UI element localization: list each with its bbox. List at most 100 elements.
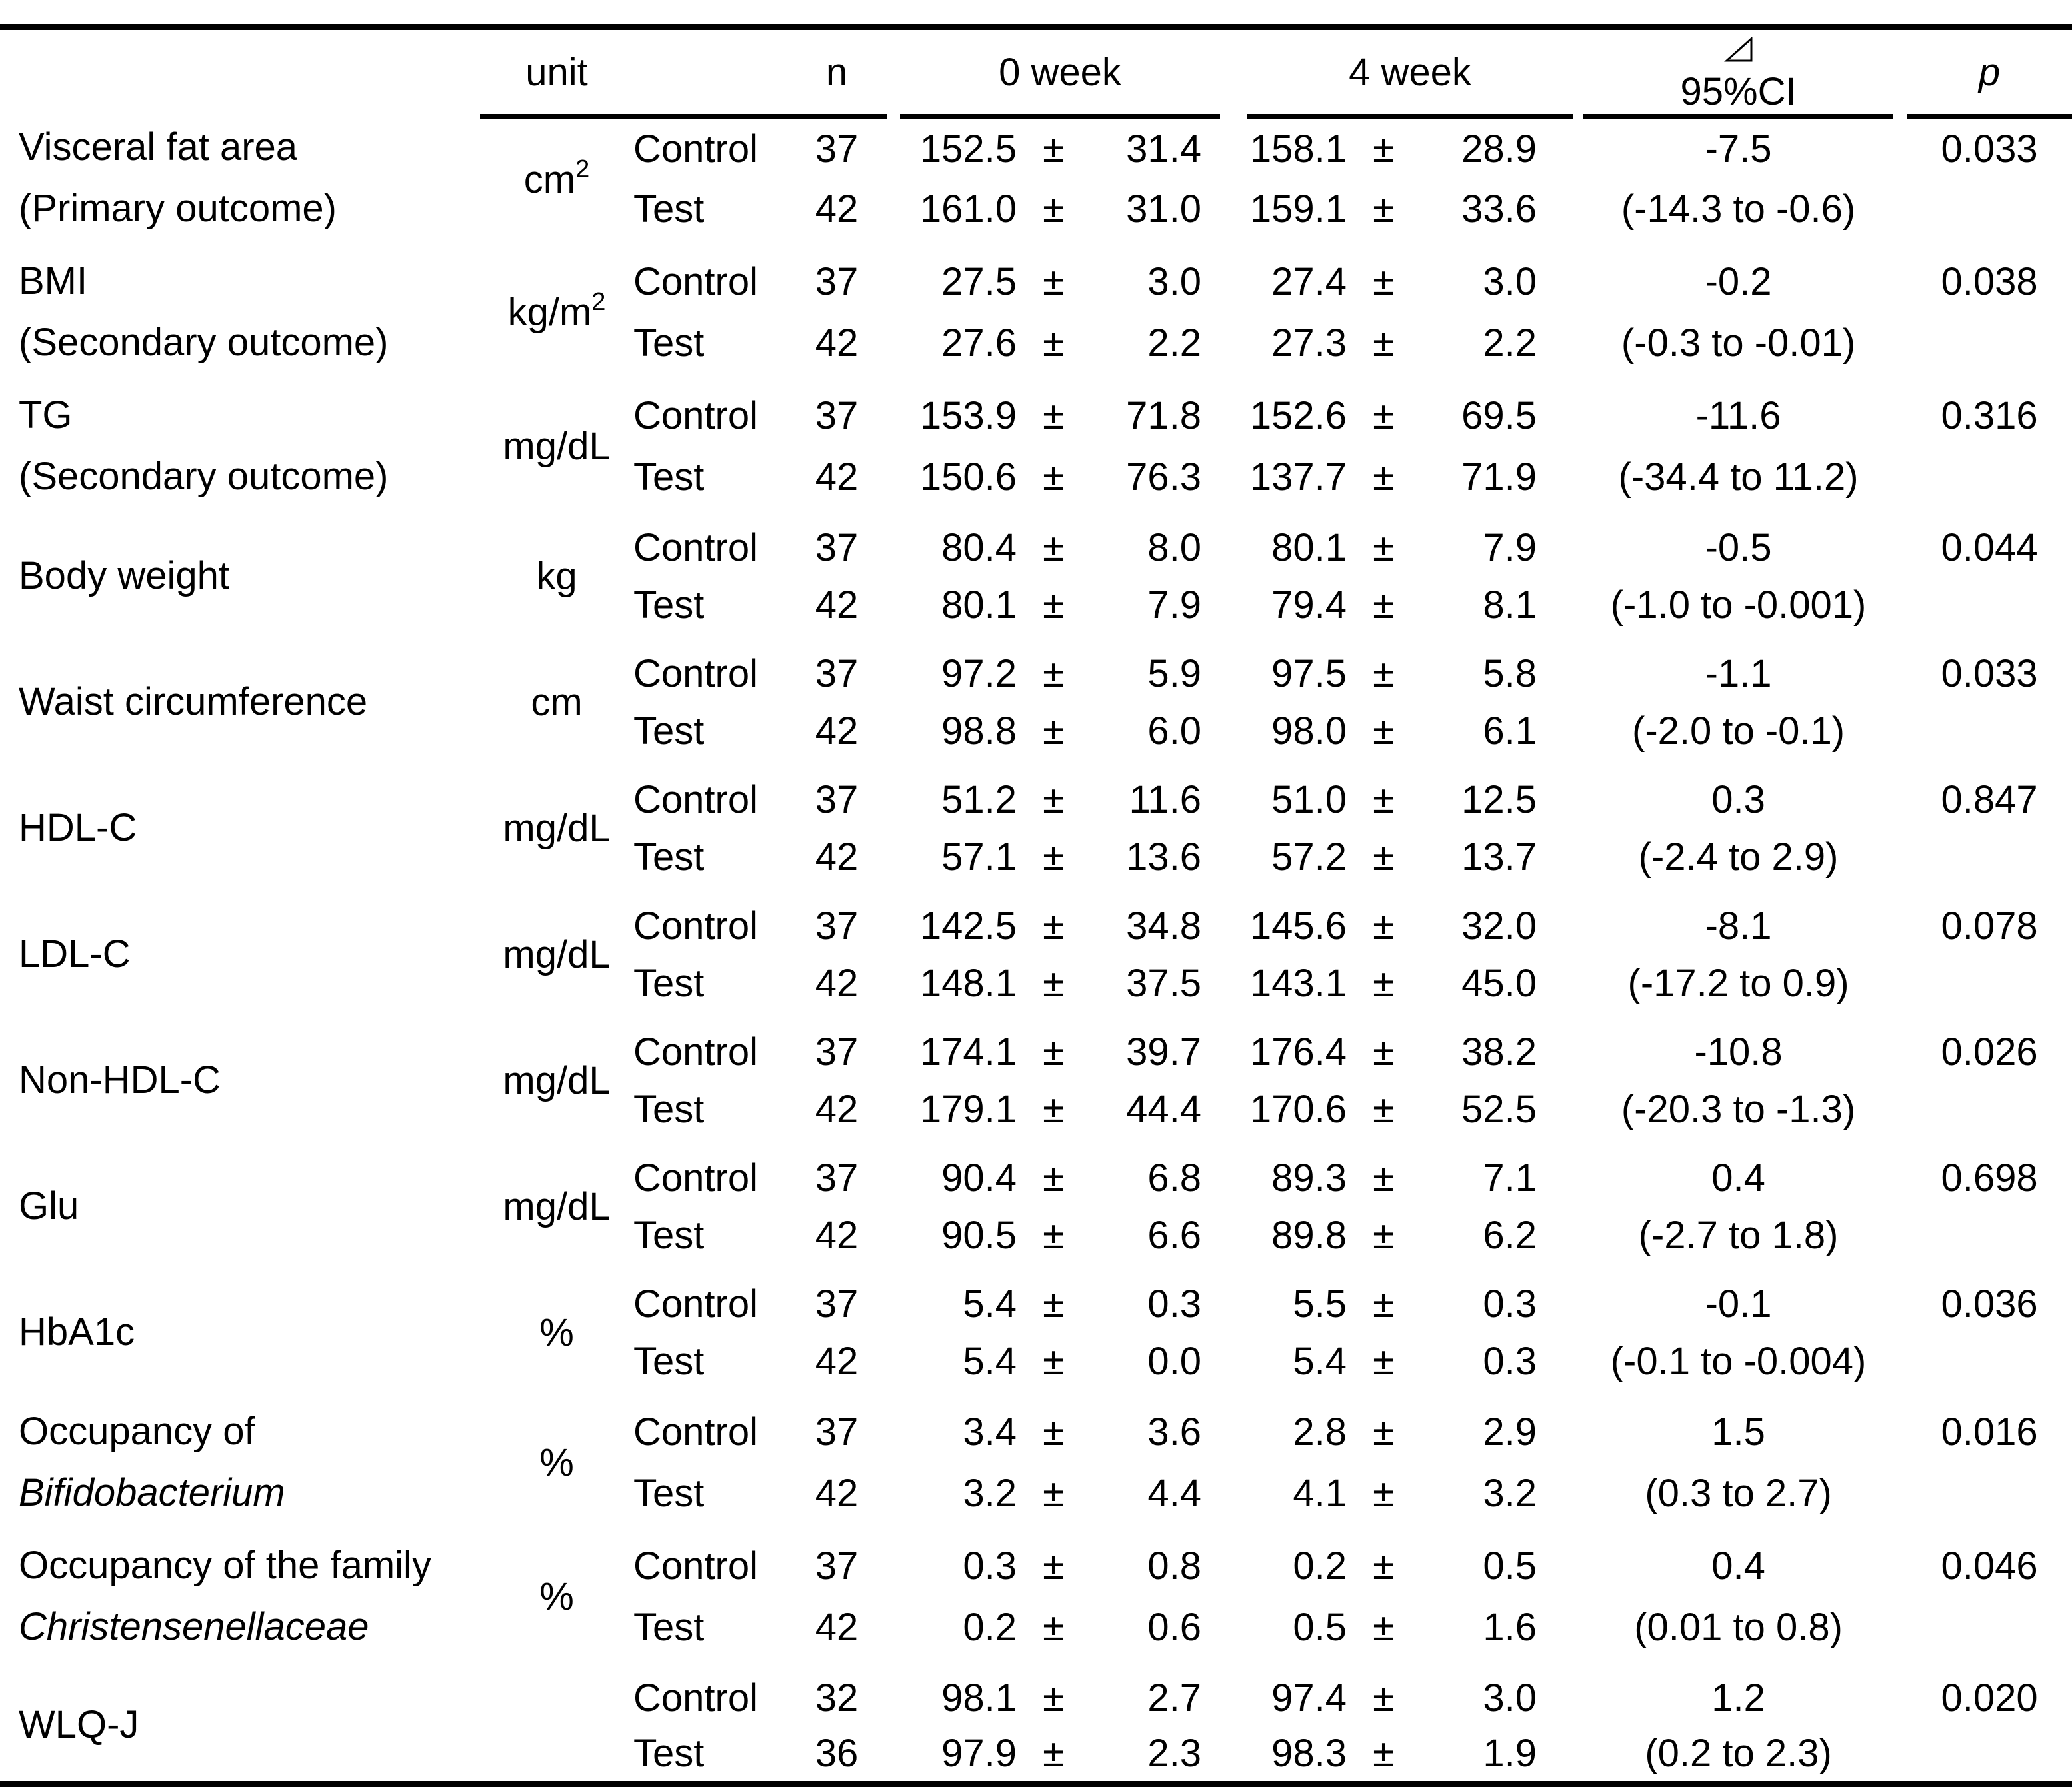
plus-minus: ±	[1043, 1282, 1064, 1326]
ci-range-value: (-2.7 to 1.8)	[1638, 1213, 1839, 1257]
column-gap	[887, 27, 900, 117]
week0-mean-value: 3.4	[963, 1410, 1017, 1454]
table-row: BMI (Secondary outcome) kg/m2 Control 37…	[0, 251, 2072, 364]
param-name-line1: Non-HDL-C	[19, 1058, 221, 1102]
unit-cell: cm	[480, 645, 633, 759]
week0-mean-value: 0.3	[963, 1544, 1017, 1588]
table-row: Test 42 161.0 ± 31.0 159.1 ± 33.6 (-14.3…	[0, 178, 2072, 239]
group-label: Test	[633, 1213, 705, 1257]
table-row: Occupancy of Bifidobacterium % Control 3…	[0, 1401, 2072, 1514]
plus-minus: ±	[1043, 1339, 1064, 1383]
week0-sd-value: 3.0	[1147, 259, 1202, 303]
n-value: 42	[815, 455, 859, 499]
column-gap	[887, 702, 900, 759]
param-name: HbA1c	[0, 1275, 480, 1390]
plus-minus: ±	[1043, 525, 1064, 569]
column-gap	[1220, 1726, 1247, 1784]
plus-minus: ±	[1043, 1471, 1064, 1515]
plus-minus: ±	[1373, 1605, 1394, 1649]
block-spacer-cell	[0, 759, 2072, 771]
week4-mean-value: 176.4	[1249, 1030, 1347, 1074]
column-gap	[1893, 251, 1907, 312]
n-value: 42	[815, 1087, 859, 1131]
unit-cell: mg/dL	[480, 1023, 633, 1138]
ci-point-value: -11.6	[1695, 393, 1781, 437]
plus-minus: ±	[1043, 127, 1064, 171]
table-row: Test 42 179.1 ± 44.4 170.6 ± 52.5 (-20.3…	[0, 1080, 2072, 1138]
param-name-line2: Bifidobacterium	[19, 1471, 285, 1514]
group-label: Control	[633, 777, 758, 821]
column-gap	[1573, 702, 1583, 759]
param-name: TG (Secondary outcome)	[0, 385, 480, 507]
n-value: 37	[815, 1156, 859, 1200]
header-group-blank	[633, 27, 787, 119]
column-gap	[1893, 1206, 1907, 1264]
p-value-blank	[1907, 1462, 2072, 1524]
p-value: 0.847	[1941, 777, 2038, 821]
p-value: 0.698	[1941, 1156, 2038, 1200]
param-name-line2: (Secondary outcome)	[19, 455, 389, 498]
column-gap	[1220, 1462, 1247, 1524]
column-gap	[887, 828, 900, 885]
column-gap	[887, 954, 900, 1012]
column-gap	[1220, 954, 1247, 1012]
column-gap	[887, 1080, 900, 1138]
week0-sd-value: 2.7	[1147, 1676, 1202, 1720]
p-value-blank	[1907, 1596, 2072, 1658]
table-row: Waist circumference cm Control 37 97.2 ±…	[0, 645, 2072, 724]
unit-cell: %	[480, 1275, 633, 1390]
param-name: Body weight	[0, 519, 480, 633]
block-spacer	[0, 239, 2072, 251]
week4-sd-value: 38.2	[1461, 1030, 1537, 1074]
column-gap	[887, 117, 900, 178]
column-gap	[1573, 178, 1583, 239]
ci-range-value: (-34.4 to 11.2)	[1618, 455, 1859, 499]
group-label: Control	[633, 1282, 758, 1326]
n-value: 37	[815, 525, 859, 569]
plus-minus: ±	[1373, 904, 1394, 948]
column-gap	[887, 312, 900, 373]
plus-minus: ±	[1043, 777, 1064, 821]
week0-sd-value: 4.4	[1147, 1471, 1202, 1515]
column-gap	[1220, 178, 1247, 239]
group-label: Test	[633, 455, 705, 499]
n-value: 42	[815, 583, 859, 627]
week4-sd-value: 69.5	[1461, 393, 1537, 437]
group-label: Control	[633, 1544, 758, 1588]
column-gap	[1573, 1080, 1583, 1138]
column-gap	[1573, 1596, 1583, 1658]
param-name-line1: Glu	[19, 1184, 79, 1228]
group-label: Test	[633, 1339, 705, 1383]
plus-minus: ±	[1043, 651, 1064, 695]
unit-cell: mg/dL	[480, 897, 633, 1012]
p-value: 0.038	[1941, 259, 2038, 303]
unit-base: mg/dL	[503, 1184, 611, 1228]
group-label: Test	[633, 835, 705, 879]
column-gap	[887, 1535, 900, 1596]
p-value-blank	[1907, 576, 2072, 633]
column-gap	[1573, 1332, 1583, 1390]
block-spacer-cell	[0, 1138, 2072, 1149]
block-spacer	[0, 885, 2072, 897]
group-label: Control	[633, 525, 758, 569]
week4-sd-value: 32.0	[1461, 904, 1537, 948]
param-name: Waist circumference	[0, 645, 480, 759]
week0-mean-value: 98.1	[941, 1676, 1017, 1720]
plus-minus: ±	[1373, 1213, 1394, 1257]
p-value-blank	[1907, 1332, 2072, 1390]
ci-range-value: (-2.0 to -0.1)	[1632, 709, 1845, 753]
n-value: 42	[815, 1213, 859, 1257]
week4-sd-value: 0.3	[1483, 1282, 1537, 1326]
column-gap	[1220, 1332, 1247, 1390]
week0-mean-value: 161.0	[919, 187, 1017, 231]
n-value: 37	[815, 1282, 859, 1326]
week0-sd-value: 7.9	[1147, 583, 1202, 627]
column-gap	[1220, 117, 1247, 178]
plus-minus: ±	[1043, 1087, 1064, 1131]
column-gap	[1220, 1149, 1247, 1206]
plus-minus: ±	[1373, 393, 1394, 437]
group-label: Control	[633, 1030, 758, 1074]
n-value: 37	[815, 651, 859, 695]
header-ci: 95%CI	[1583, 27, 1894, 119]
